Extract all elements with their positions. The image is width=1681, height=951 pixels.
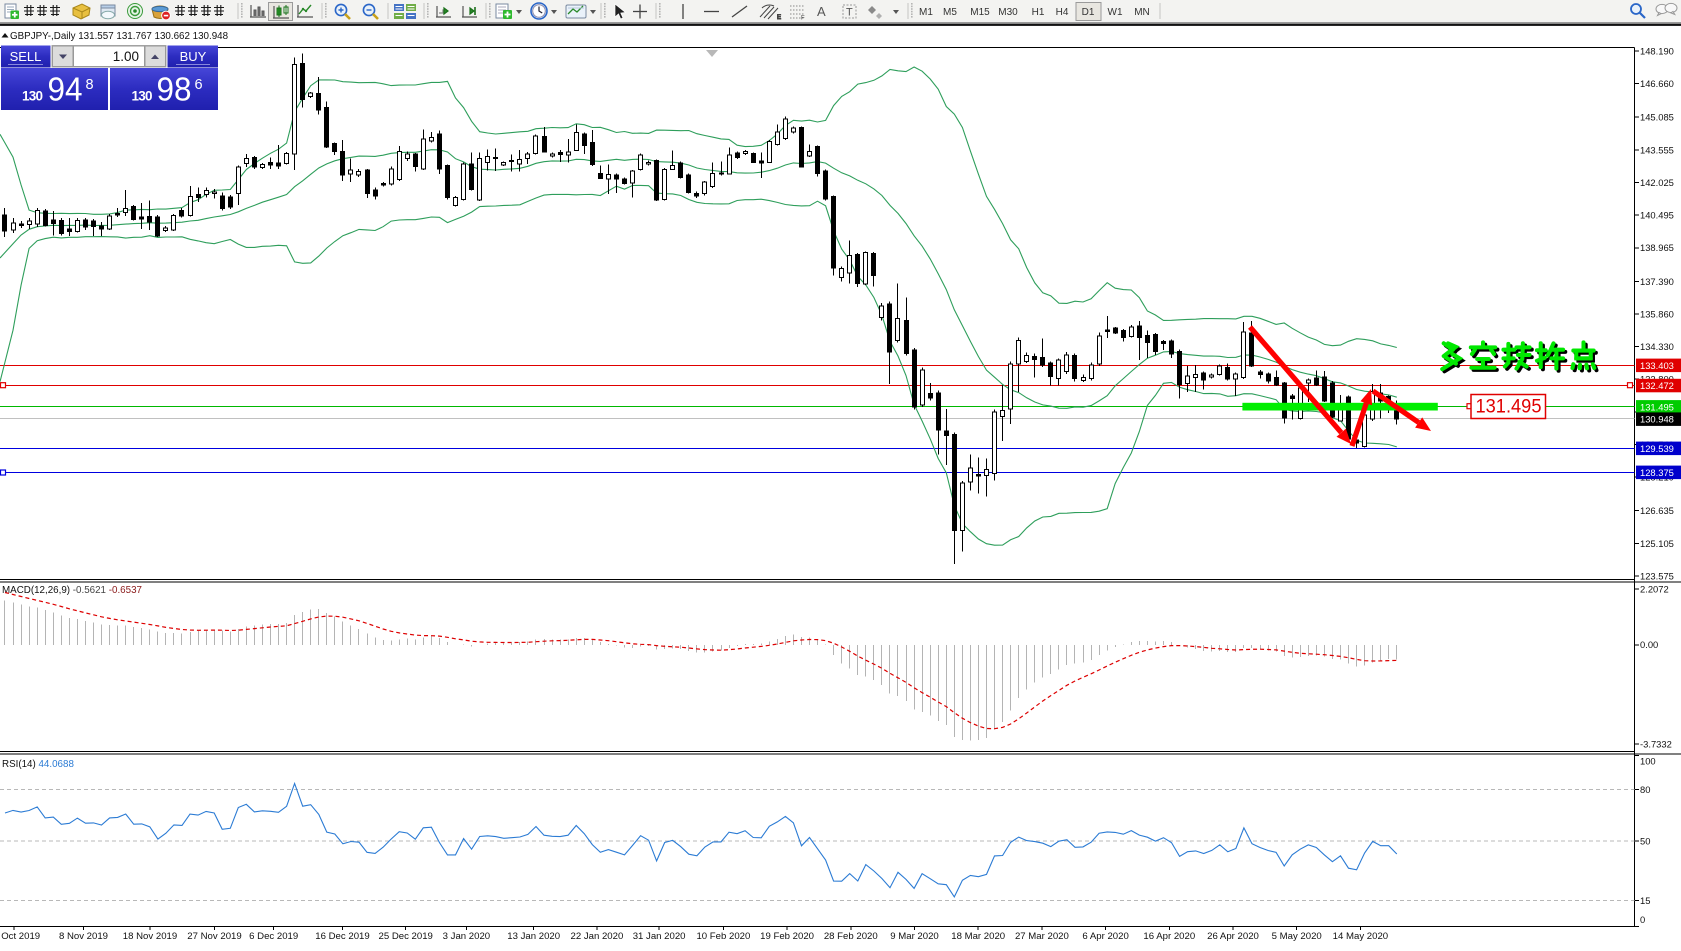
svg-text:125.105: 125.105	[1640, 538, 1674, 549]
svg-text:138.965: 138.965	[1640, 242, 1674, 253]
svg-text:T: T	[846, 7, 853, 19]
svg-text:0.00: 0.00	[1640, 639, 1658, 650]
svg-text:H4: H4	[1056, 7, 1069, 18]
svg-text:W1: W1	[1108, 7, 1123, 18]
svg-text:14 May 2020: 14 May 2020	[1333, 931, 1388, 942]
svg-text:18 Mar 2020: 18 Mar 2020	[951, 931, 1005, 942]
svg-text:H1: H1	[1032, 7, 1045, 18]
svg-text:6 Apr 2020: 6 Apr 2020	[1082, 931, 1128, 942]
svg-text:98: 98	[157, 71, 192, 108]
svg-text:80: 80	[1640, 784, 1650, 795]
svg-text:M5: M5	[943, 7, 957, 18]
svg-text:SELL: SELL	[10, 49, 42, 64]
svg-text:9 Mar 2020: 9 Mar 2020	[890, 931, 939, 942]
svg-text:BUY: BUY	[180, 49, 207, 64]
svg-text:RSI(14) 44.0688: RSI(14) 44.0688	[2, 759, 74, 770]
svg-text:135.860: 135.860	[1640, 308, 1674, 319]
svg-text:146.660: 146.660	[1640, 78, 1674, 89]
svg-text:130: 130	[22, 89, 43, 104]
svg-text:28 Feb 2020: 28 Feb 2020	[824, 931, 878, 942]
svg-text:M30: M30	[998, 7, 1018, 18]
svg-text:27 Mar 2020: 27 Mar 2020	[1015, 931, 1069, 942]
svg-text:31 Jan 2020: 31 Jan 2020	[633, 931, 686, 942]
svg-text:E: E	[777, 15, 781, 21]
svg-text:131.495: 131.495	[1476, 397, 1542, 418]
svg-text:94: 94	[48, 71, 83, 108]
svg-text:100: 100	[1640, 755, 1656, 766]
svg-text:D1: D1	[1082, 7, 1095, 18]
svg-text:6 Dec 2019: 6 Dec 2019	[249, 931, 298, 942]
svg-text:50: 50	[1640, 835, 1650, 846]
svg-text:128.375: 128.375	[1640, 467, 1674, 478]
svg-text:130.948: 130.948	[1640, 414, 1674, 425]
svg-text:-3.7332: -3.7332	[1640, 738, 1672, 749]
svg-text:15: 15	[1640, 895, 1650, 906]
svg-text:M1: M1	[919, 7, 933, 18]
svg-text:25 Dec 2019: 25 Dec 2019	[378, 931, 432, 942]
svg-text:130: 130	[132, 89, 153, 104]
svg-text:143.555: 143.555	[1640, 144, 1674, 155]
svg-text:140.495: 140.495	[1640, 210, 1674, 221]
svg-text:133.403: 133.403	[1640, 360, 1674, 371]
svg-text:MN: MN	[1134, 7, 1150, 18]
svg-text:2.2072: 2.2072	[1640, 583, 1669, 594]
svg-text:3 Jan 2020: 3 Jan 2020	[443, 931, 490, 942]
svg-text:8: 8	[86, 77, 94, 93]
svg-text:M15: M15	[970, 7, 990, 18]
svg-text:5 May 2020: 5 May 2020	[1272, 931, 1322, 942]
svg-text:131.495: 131.495	[1640, 401, 1674, 412]
svg-text:0: 0	[1640, 914, 1645, 925]
svg-text:126.635: 126.635	[1640, 505, 1674, 516]
svg-text:1.00: 1.00	[113, 49, 139, 64]
svg-text:8 Nov 2019: 8 Nov 2019	[59, 931, 108, 942]
svg-text:10 Feb 2020: 10 Feb 2020	[696, 931, 750, 942]
svg-text:132.472: 132.472	[1640, 380, 1674, 391]
svg-text:18 Nov 2019: 18 Nov 2019	[123, 931, 177, 942]
svg-text:27 Nov 2019: 27 Nov 2019	[187, 931, 241, 942]
svg-text:145.085: 145.085	[1640, 112, 1674, 123]
svg-text:30 Oct 2019: 30 Oct 2019	[0, 931, 40, 942]
svg-text:19 Feb 2020: 19 Feb 2020	[760, 931, 814, 942]
svg-text:MACD(12,26,9) -0.5621 -0.6537: MACD(12,26,9) -0.5621 -0.6537	[2, 585, 142, 596]
svg-text:16 Apr 2020: 16 Apr 2020	[1143, 931, 1195, 942]
svg-text:134.330: 134.330	[1640, 341, 1674, 352]
svg-text:137.390: 137.390	[1640, 276, 1674, 287]
svg-text:129.539: 129.539	[1640, 443, 1674, 454]
svg-text:F: F	[801, 16, 805, 22]
svg-text:148.190: 148.190	[1640, 45, 1674, 56]
svg-text:GBPJPY-,Daily 131.557 131.767: GBPJPY-,Daily 131.557 131.767 130.662 13…	[10, 31, 229, 42]
svg-text:16 Dec 2019: 16 Dec 2019	[315, 931, 369, 942]
svg-text:A: A	[817, 4, 826, 19]
svg-text:142.025: 142.025	[1640, 177, 1674, 188]
svg-text:22 Jan 2020: 22 Jan 2020	[570, 931, 623, 942]
svg-text:13 Jan 2020: 13 Jan 2020	[507, 931, 560, 942]
svg-text:6: 6	[195, 77, 203, 93]
svg-text:26 Apr 2020: 26 Apr 2020	[1207, 931, 1259, 942]
svg-text:123.575: 123.575	[1640, 570, 1674, 581]
